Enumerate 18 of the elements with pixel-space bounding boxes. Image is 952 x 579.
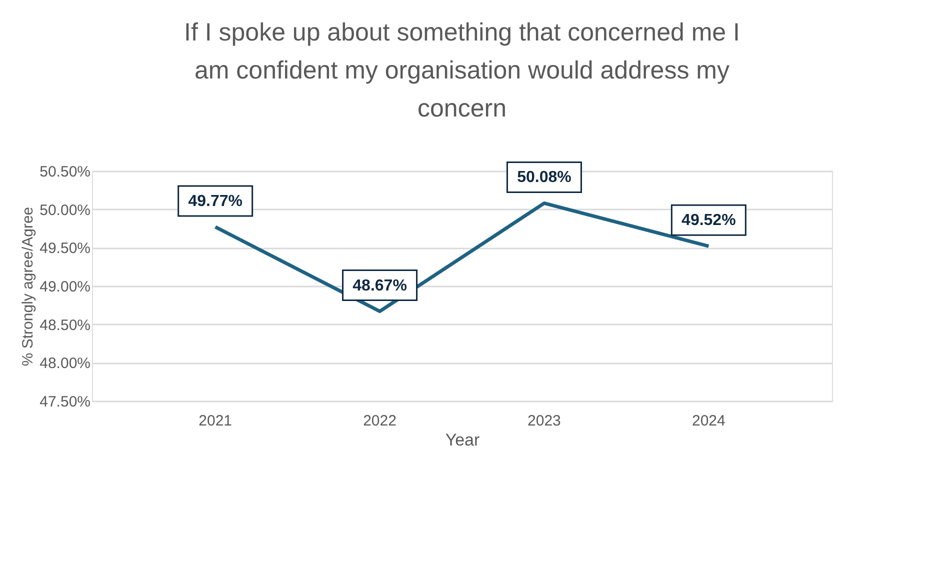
text: 49.77% <box>188 192 242 210</box>
text: 49.52% <box>682 212 736 230</box>
x-axis-title: Year <box>445 430 480 450</box>
y-tick-label: 48.50% <box>40 316 90 334</box>
chart-title: If I spoke up about something that concerned me I am confident my organisation would address my concern <box>184 18 740 122</box>
y-tick-label: 48.00% <box>40 355 90 372</box>
text: 48.67% <box>352 277 407 294</box>
y-tick-label: 49.50% <box>40 240 90 258</box>
x-tick-label: 2023 <box>528 412 561 430</box>
y-tick-label: 50.50% <box>40 164 90 180</box>
y-tick-label: 49.00% <box>40 278 90 296</box>
y-tick-label: 47.50% <box>40 394 90 410</box>
x-tick-label: 2021 <box>198 412 232 430</box>
y-axis-title: % Strongly agree/Agree <box>20 206 37 366</box>
x-tick-label: 2022 <box>363 412 396 430</box>
text: 50.08% <box>517 169 572 186</box>
y-tick-label: 50.00% <box>40 202 90 219</box>
x-tick-label: 2024 <box>692 412 726 430</box>
